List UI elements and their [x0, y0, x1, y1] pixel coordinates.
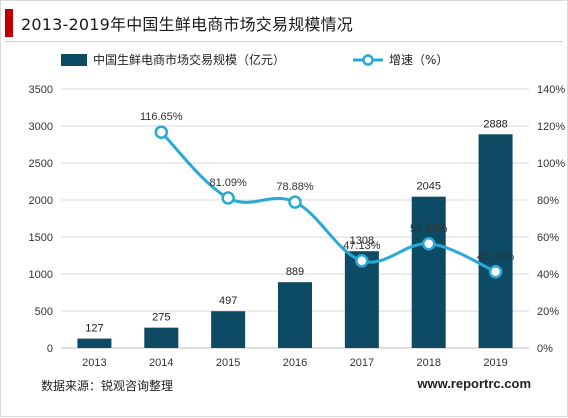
- y-left-tick-label: 2500: [29, 158, 53, 170]
- x-tick-label: 2015: [216, 357, 240, 369]
- chart-title: 2013-2019年中国生鲜电商市场交易规模情况: [21, 15, 354, 34]
- legend-bar-swatch: [61, 54, 87, 66]
- x-tick-label: 2014: [149, 357, 173, 369]
- growth-point: [288, 195, 302, 209]
- growth-point: [154, 125, 169, 139]
- website-watermark: www.reportrc.com: [417, 376, 531, 391]
- y-right-tick-label: 140%: [537, 84, 565, 96]
- y-right-tick-label: 120%: [537, 121, 565, 133]
- y-right-tick-label: 20%: [537, 306, 559, 318]
- growth-point: [488, 265, 503, 279]
- legend-line-marker: [362, 54, 374, 66]
- growth-point: [355, 254, 369, 268]
- bar-value-label: 2045: [416, 181, 440, 193]
- legend-line-label: 增速（%）: [389, 53, 448, 67]
- title-bar: 2013-2019年中国生鲜电商市场交易规模情况: [5, 7, 525, 39]
- x-tick-label: 2016: [283, 357, 307, 369]
- growth-point: [221, 191, 235, 205]
- bar-value-label: 497: [219, 295, 237, 307]
- bar: [478, 134, 513, 348]
- y-left-tick-label: 500: [35, 306, 53, 318]
- growth-value-label: 56.33%: [410, 223, 448, 235]
- bar-value-label: 889: [286, 266, 304, 278]
- bar: [411, 196, 446, 348]
- y-right-tick-label: 80%: [537, 195, 559, 207]
- growth-point: [421, 237, 436, 251]
- bar: [278, 282, 312, 348]
- y-left-tick-label: 0: [47, 343, 53, 355]
- growth-value-label: 116.65%: [140, 111, 183, 123]
- title-accent-bar: [5, 9, 13, 37]
- y-left-tick-label: 1000: [29, 269, 53, 281]
- bar: [77, 338, 112, 348]
- growth-value-label: 47.13%: [343, 240, 381, 252]
- y-left-tick-label: 3500: [29, 84, 53, 96]
- x-tick-label: 2017: [350, 357, 374, 369]
- growth-value-label: 81.09%: [209, 177, 247, 189]
- y-right-tick-label: 0%: [537, 343, 553, 355]
- growth-value-label: 78.88%: [276, 181, 314, 193]
- y-right-tick-label: 100%: [537, 158, 565, 170]
- y-right-tick-label: 40%: [537, 269, 559, 281]
- x-tick-label: 2018: [416, 357, 440, 369]
- bar-value-label: 275: [152, 312, 170, 324]
- x-tick-label: 2019: [483, 357, 507, 369]
- legend-bar-label: 中国生鲜电商市场交易规模（亿元）: [93, 52, 285, 67]
- x-tick-label: 2013: [82, 357, 106, 369]
- bar: [144, 327, 179, 348]
- y-left-tick-label: 2000: [29, 195, 53, 207]
- data-source-note: 数据来源：锐观咨询整理: [41, 379, 174, 393]
- bar-value-label: 1308: [350, 235, 374, 247]
- bar: [211, 311, 246, 348]
- y-right-tick-label: 60%: [537, 232, 559, 244]
- bar-value-label: 2888: [483, 118, 507, 130]
- growth-value-label: 41.20%: [477, 251, 515, 263]
- bar-value-label: 127: [85, 323, 103, 335]
- y-left-tick-label: 1500: [29, 232, 53, 244]
- y-left-tick-label: 3000: [29, 121, 53, 133]
- title-divider: [5, 41, 563, 42]
